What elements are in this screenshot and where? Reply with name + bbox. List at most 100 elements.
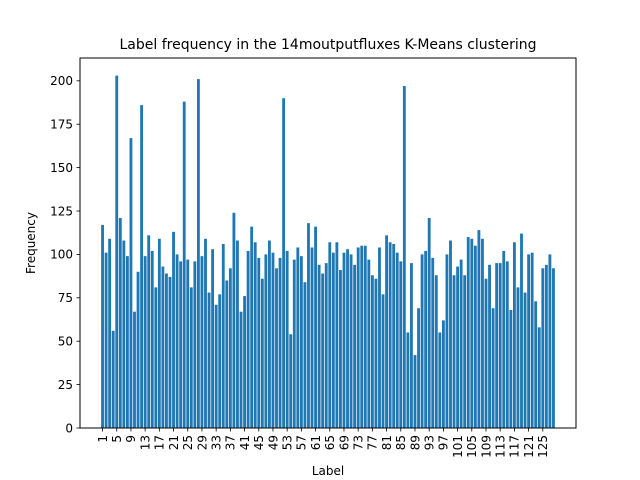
- bar-99: [449, 240, 452, 428]
- x-tick-label: 65: [323, 435, 337, 450]
- bar-46: [260, 278, 264, 428]
- plot-frame: [79, 57, 577, 429]
- bar-114: [502, 250, 506, 428]
- bar-119: [520, 233, 523, 428]
- bar-116: [509, 309, 513, 428]
- bar-73: [356, 247, 360, 428]
- x-tick-label: 25: [181, 435, 195, 450]
- x-tick-label: 33: [209, 435, 223, 450]
- bar-75: [363, 245, 367, 428]
- bar-67: [335, 242, 339, 428]
- bar-6: [118, 217, 122, 428]
- bar-8: [125, 256, 129, 428]
- bar-104: [466, 237, 470, 428]
- bar-86: [402, 86, 406, 429]
- bar-22: [175, 254, 179, 428]
- x-tick-label: 77: [366, 435, 380, 450]
- x-tick-label: 5: [110, 435, 124, 443]
- y-tick-label: 100: [50, 248, 73, 262]
- x-tick-label: 113: [493, 435, 507, 458]
- x-tick-label: 9: [124, 435, 138, 443]
- bar-95: [434, 275, 438, 428]
- bar-112: [495, 263, 499, 428]
- bar-113: [498, 263, 502, 428]
- bar-32: [211, 249, 215, 428]
- bar-117: [512, 242, 516, 428]
- bar-66: [331, 252, 335, 428]
- bar-29: [200, 256, 204, 428]
- x-tick-label: 73: [351, 435, 365, 450]
- bar-62: [317, 264, 321, 428]
- x-tick-label: 1: [96, 435, 110, 443]
- bar-50: [275, 268, 278, 428]
- bar-125: [541, 268, 545, 428]
- x-tick-label: 105: [465, 435, 479, 458]
- bar-58: [303, 282, 307, 428]
- bar-27: [193, 261, 197, 428]
- bar-70: [346, 249, 349, 428]
- bar-59: [307, 223, 310, 428]
- x-tick-label: 37: [224, 435, 238, 450]
- bar-103: [463, 275, 467, 428]
- bar-25: [186, 259, 190, 428]
- bar-110: [488, 264, 491, 428]
- bar-76: [367, 259, 371, 428]
- x-tick-label: 93: [422, 435, 436, 450]
- bar-13: [143, 256, 147, 428]
- bar-33: [214, 304, 218, 428]
- bar-47: [264, 254, 268, 428]
- bar-118: [516, 287, 520, 428]
- bar-51: [278, 257, 282, 428]
- x-tick-label: 125: [536, 435, 550, 458]
- bar-120: [523, 292, 527, 428]
- x-tick-label: 29: [195, 435, 209, 450]
- x-tick-label: 13: [138, 435, 152, 450]
- bar-78: [374, 278, 378, 428]
- x-tick-label: 89: [408, 435, 422, 450]
- x-tick-label: 97: [437, 435, 451, 450]
- y-tick-label: 125: [50, 204, 73, 218]
- bar-11: [136, 271, 140, 428]
- bar-108: [481, 238, 484, 428]
- bar-122: [530, 252, 534, 428]
- bar-105: [470, 238, 474, 428]
- bar-61: [314, 226, 317, 428]
- bar-65: [328, 242, 332, 428]
- y-tick-label: 200: [50, 74, 73, 88]
- bar-96: [438, 332, 442, 428]
- bar-48: [267, 240, 271, 428]
- bar-63: [321, 273, 325, 428]
- bar-53: [285, 250, 289, 428]
- bar-64: [324, 263, 328, 428]
- bar-111: [491, 308, 495, 428]
- bar-71: [349, 254, 353, 428]
- bar-4: [111, 330, 115, 428]
- bar-109: [484, 278, 488, 428]
- x-tick-label: 61: [309, 435, 323, 450]
- bar-37: [228, 268, 232, 428]
- x-tick-label: 57: [295, 435, 309, 450]
- bar-84: [395, 252, 399, 428]
- bar-7: [122, 240, 126, 428]
- bar-79: [378, 247, 381, 428]
- x-tick-label: 109: [479, 435, 493, 458]
- bar-17: [157, 238, 161, 428]
- x-tick-label: 21: [167, 435, 181, 450]
- bar-16: [154, 287, 158, 428]
- bar-39: [236, 240, 239, 428]
- bar-14: [147, 235, 151, 428]
- bar-69: [342, 252, 346, 428]
- bar-60: [310, 247, 314, 428]
- bar-9: [129, 138, 133, 429]
- bar-30: [204, 238, 207, 428]
- bar-2: [104, 252, 108, 428]
- bar-94: [431, 257, 435, 428]
- y-tick-label: 150: [50, 161, 73, 175]
- bar-93: [427, 217, 431, 428]
- bar-100: [452, 275, 456, 428]
- bar-35: [221, 243, 225, 428]
- bar-80: [381, 294, 385, 428]
- bar-90: [417, 308, 420, 428]
- x-tick-label: 17: [153, 435, 167, 450]
